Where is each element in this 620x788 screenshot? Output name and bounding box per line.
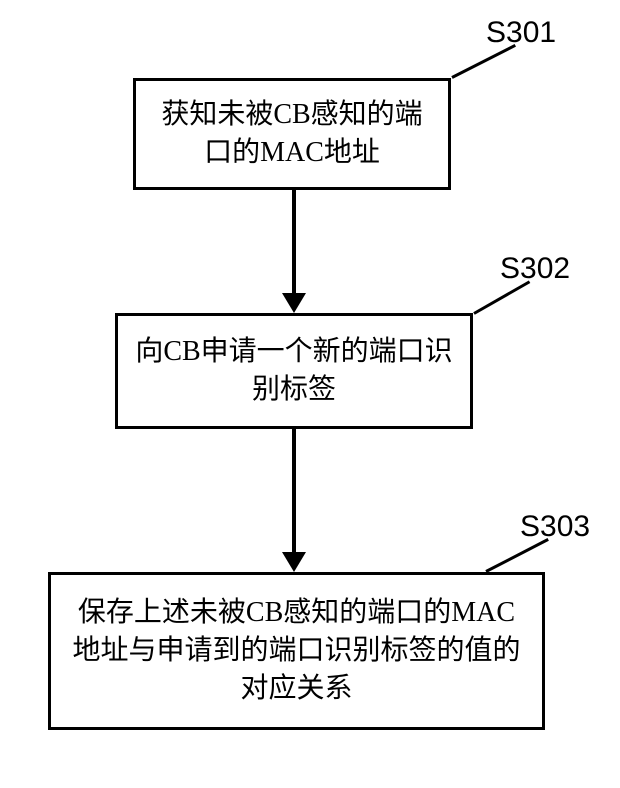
node-text: 保存上述未被CB感知的端口的MAC地址与申请到的端口识别标签的值的对应关系 [65,594,528,707]
arrowhead-icon [282,552,306,572]
flowchart-node-s302: 向CB申请一个新的端口识别标签 [115,313,473,429]
node-text: 获知未被CB感知的端口的MAC地址 [150,96,434,172]
step-label-s301: S301 [486,16,556,50]
flowchart-canvas: 获知未被CB感知的端口的MAC地址 向CB申请一个新的端口识别标签 保存上述未被… [0,0,620,788]
leader-line [485,538,548,573]
flowchart-node-s303: 保存上述未被CB感知的端口的MAC地址与申请到的端口识别标签的值的对应关系 [48,572,545,730]
step-label-s302: S302 [500,252,570,286]
arrowhead-icon [282,293,306,313]
flowchart-node-s301: 获知未被CB感知的端口的MAC地址 [133,78,451,190]
step-label-s303: S303 [520,510,590,544]
flowchart-edge [292,190,296,293]
flowchart-edge [292,429,296,552]
leader-line [451,44,515,79]
node-text: 向CB申请一个新的端口识别标签 [132,333,456,409]
